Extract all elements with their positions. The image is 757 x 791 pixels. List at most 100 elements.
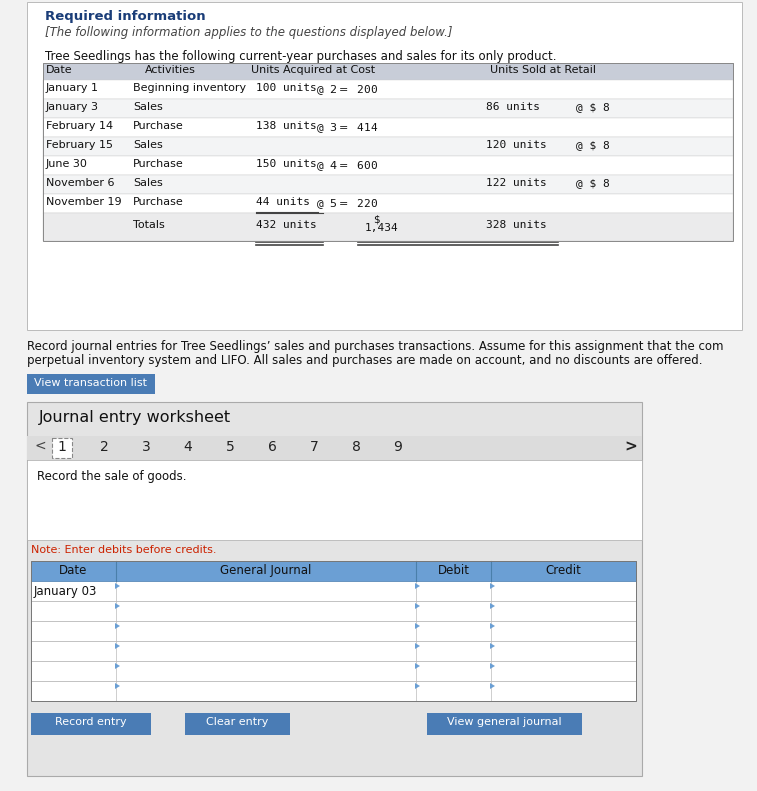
Text: June 30: June 30 [46, 159, 88, 169]
Polygon shape [115, 643, 120, 649]
Text: [The following information applies to the questions displayed below.]: [The following information applies to th… [45, 26, 453, 39]
Polygon shape [415, 623, 420, 629]
Text: 120 units: 120 units [486, 140, 547, 150]
Text: Tree Seedlings has the following current-year purchases and sales for its only p: Tree Seedlings has the following current… [45, 50, 556, 63]
Text: February 15: February 15 [46, 140, 113, 150]
Bar [43, 175, 733, 194]
Text: 1: 1 [58, 440, 67, 454]
Text: 6: 6 [267, 440, 276, 454]
Text: @ $ 8: @ $ 8 [576, 178, 609, 188]
Text: Sales: Sales [133, 140, 163, 150]
Text: November 6: November 6 [46, 178, 114, 188]
Text: Purchase: Purchase [133, 159, 184, 169]
Text: Units Acquired at Cost: Units Acquired at Cost [251, 65, 375, 75]
Text: Record entry: Record entry [55, 717, 127, 727]
Text: 9: 9 [394, 440, 403, 454]
Text: Note: Enter debits before credits.: Note: Enter debits before credits. [31, 545, 217, 555]
Polygon shape [415, 583, 420, 589]
Text: $: $ [373, 215, 379, 225]
Text: 2: 2 [100, 440, 108, 454]
Text: Debit: Debit [438, 564, 469, 577]
Text: 7: 7 [310, 440, 319, 454]
Text: 100 units: 100 units [256, 83, 316, 93]
Text: 5: 5 [226, 440, 235, 454]
Text: 8: 8 [351, 440, 360, 454]
Text: Clear entry: Clear entry [207, 717, 269, 727]
Bar [43, 63, 733, 241]
Polygon shape [115, 683, 120, 689]
Text: Sales: Sales [133, 102, 163, 112]
Bar [31, 713, 151, 735]
Bar [43, 99, 733, 118]
Text: Date: Date [46, 65, 73, 75]
Bar [43, 213, 733, 241]
Text: >: > [624, 439, 637, 454]
Polygon shape [415, 603, 420, 609]
Bar [43, 137, 733, 156]
Text: November 19: November 19 [46, 197, 122, 207]
Bar [43, 156, 733, 175]
Text: January 03: January 03 [34, 585, 98, 598]
Bar [27, 402, 642, 776]
Text: @ $5 = $ 220: @ $5 = $ 220 [316, 197, 378, 211]
Text: February 14: February 14 [46, 121, 113, 131]
Text: View transaction list: View transaction list [35, 378, 148, 388]
Bar [43, 194, 733, 213]
Polygon shape [490, 643, 495, 649]
Text: 122 units: 122 units [486, 178, 547, 188]
Text: 138 units: 138 units [256, 121, 316, 131]
Text: Date: Date [59, 564, 88, 577]
Text: Totals: Totals [133, 220, 165, 230]
Polygon shape [115, 663, 120, 669]
Bar [52, 438, 72, 458]
Text: @ $ 8: @ $ 8 [576, 102, 609, 112]
Polygon shape [115, 623, 120, 629]
Polygon shape [490, 623, 495, 629]
Text: January 3: January 3 [46, 102, 99, 112]
Polygon shape [115, 603, 120, 609]
Text: @ $4 = $ 600: @ $4 = $ 600 [316, 159, 378, 172]
Polygon shape [415, 663, 420, 669]
Text: View general journal: View general journal [447, 717, 562, 727]
Text: Record the sale of goods.: Record the sale of goods. [37, 470, 186, 483]
Polygon shape [415, 683, 420, 689]
Text: @ $ 8: @ $ 8 [576, 140, 609, 150]
Text: Units Sold at Retail: Units Sold at Retail [490, 65, 596, 75]
Bar [31, 621, 636, 641]
Bar [31, 561, 636, 581]
Polygon shape [490, 583, 495, 589]
Bar [27, 2, 742, 330]
Bar [43, 80, 733, 99]
Bar [43, 63, 733, 80]
Text: January 1: January 1 [46, 83, 99, 93]
Text: perpetual inventory system and LIFO. All sales and purchases are made on account: perpetual inventory system and LIFO. All… [27, 354, 702, 367]
Text: @ $2 = $ 200: @ $2 = $ 200 [316, 83, 378, 97]
Bar [31, 641, 636, 661]
Polygon shape [490, 603, 495, 609]
Bar [427, 713, 582, 735]
Text: 44 units: 44 units [256, 197, 310, 207]
Text: 1,434: 1,434 [365, 223, 399, 233]
Polygon shape [490, 663, 495, 669]
Bar [31, 601, 636, 621]
Text: Beginning inventory: Beginning inventory [133, 83, 246, 93]
Bar [31, 581, 636, 601]
Text: Required information: Required information [45, 10, 206, 23]
Text: Activities: Activities [145, 65, 195, 75]
Polygon shape [415, 643, 420, 649]
Text: General Journal: General Journal [220, 564, 312, 577]
Text: Purchase: Purchase [133, 121, 184, 131]
Bar [185, 713, 290, 735]
Bar [31, 561, 636, 701]
Text: 328 units: 328 units [486, 220, 547, 230]
Text: 432 units: 432 units [256, 220, 316, 230]
Text: 3: 3 [142, 440, 151, 454]
Bar [31, 661, 636, 681]
Text: Sales: Sales [133, 178, 163, 188]
Bar [27, 460, 642, 540]
Text: 86 units: 86 units [486, 102, 540, 112]
Polygon shape [490, 683, 495, 689]
Bar [27, 436, 642, 460]
Text: Purchase: Purchase [133, 197, 184, 207]
Bar [27, 374, 155, 394]
